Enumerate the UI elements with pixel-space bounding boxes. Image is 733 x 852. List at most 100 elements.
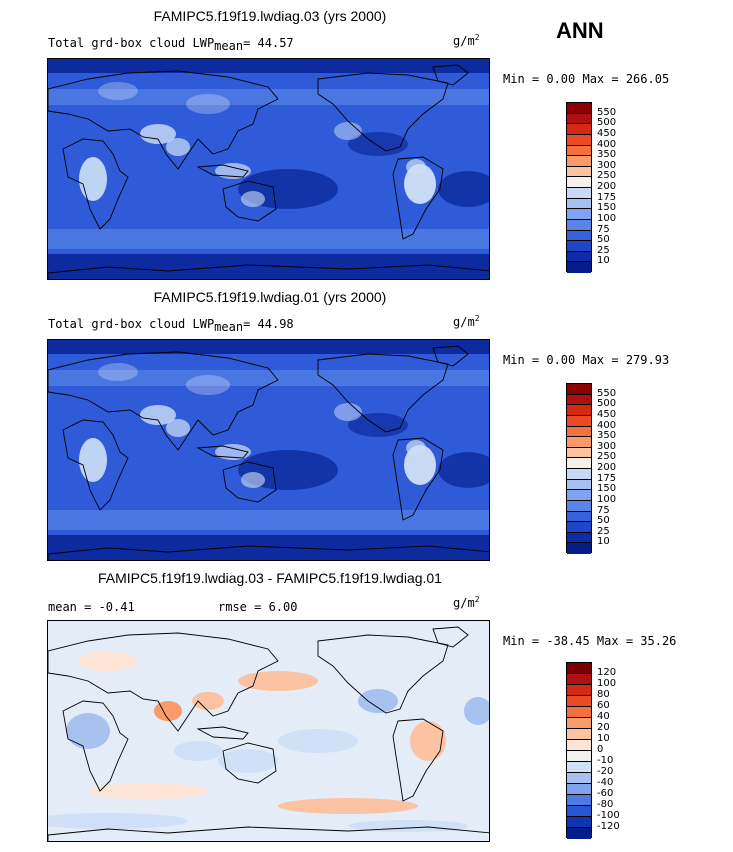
colorbar-tick-label: 400 bbox=[597, 419, 617, 431]
panel-3-rmse: rmse = 6.00 bbox=[218, 600, 298, 614]
colorbar-swatch bbox=[567, 543, 591, 554]
colorbar-swatch bbox=[567, 384, 591, 395]
colorbar-swatch bbox=[567, 251, 591, 263]
colorbar-tick-label: 100 bbox=[597, 678, 617, 689]
colorbar-swatch bbox=[567, 437, 591, 448]
colorbar-swatch bbox=[567, 447, 591, 459]
colorbar-swatch bbox=[567, 685, 591, 696]
colorbar-tick-label: -60 bbox=[597, 788, 614, 799]
panel-2-stat-sub: mean bbox=[214, 320, 244, 334]
colorbar-tick-label: 150 bbox=[597, 483, 617, 495]
panel-3-title: FAMIPC5.f19f19.lwdiag.03 - FAMIPC5.f19f1… bbox=[98, 570, 442, 586]
panel-3-colorbar bbox=[566, 662, 592, 839]
panel-1-title: FAMIPC5.f19f19.lwdiag.03 (yrs 2000) bbox=[153, 8, 387, 24]
panel-3-map bbox=[47, 620, 490, 842]
colorbar-swatch bbox=[567, 500, 591, 512]
panel-3-units: g/m2 bbox=[453, 595, 480, 610]
colorbar-tick-label: 350 bbox=[597, 430, 617, 442]
colorbar-tick-label: 0 bbox=[597, 744, 604, 755]
colorbar-swatch bbox=[567, 145, 591, 157]
colorbar-tick-label: 550 bbox=[597, 387, 617, 399]
colorbar-swatch bbox=[567, 405, 591, 416]
colorbar-tick-label: -80 bbox=[597, 799, 614, 810]
colorbar-tick-label: -120 bbox=[597, 821, 620, 832]
colorbar-tick-label: 250 bbox=[597, 451, 617, 463]
colorbar-tick-label: -10 bbox=[597, 755, 614, 766]
colorbar-swatch bbox=[567, 262, 591, 273]
panel-3-minmax: Min = -38.45 Max = 35.26 bbox=[503, 634, 677, 648]
colorbar-swatch bbox=[567, 511, 591, 523]
colorbar-swatch bbox=[567, 230, 591, 242]
colorbar-swatch bbox=[567, 817, 591, 828]
colorbar-tick-label: 100 bbox=[597, 212, 617, 224]
panel-1-variable-label: Total grd-box cloud LWPmean= 44.57 bbox=[48, 36, 294, 53]
panel-2-units: g/m2 bbox=[453, 314, 480, 329]
colorbar-swatch bbox=[567, 718, 591, 729]
colorbar-swatch bbox=[567, 241, 591, 252]
panel-3-mean: mean = -0.41 bbox=[48, 600, 135, 614]
colorbar-swatch bbox=[567, 458, 591, 469]
colorbar-tick-label: 10 bbox=[597, 255, 610, 267]
colorbar-swatch bbox=[567, 219, 591, 231]
colorbar-tick-label: 300 bbox=[597, 159, 617, 171]
colorbar-swatch bbox=[567, 113, 591, 125]
colorbar-swatch bbox=[567, 479, 591, 491]
colorbar-tick-label: 40 bbox=[597, 711, 610, 722]
panel-2-title: FAMIPC5.f19f19.lwdiag.01 (yrs 2000) bbox=[153, 289, 387, 305]
colorbar-swatch bbox=[567, 209, 591, 220]
panel-1-mean: = 44.57 bbox=[243, 36, 294, 50]
colorbar-tick-label: 10 bbox=[597, 536, 610, 548]
panel-1-minmax: Min = 0.00 Max = 266.05 bbox=[503, 72, 670, 86]
colorbar-tick-label: 120 bbox=[597, 667, 617, 678]
colorbar-tick-label: 500 bbox=[597, 117, 617, 129]
colorbar-tick-label: -100 bbox=[597, 810, 620, 821]
colorbar-tick-label: 25 bbox=[597, 525, 610, 537]
colorbar-tick-label: 300 bbox=[597, 440, 617, 452]
colorbar-swatch bbox=[567, 415, 591, 427]
colorbar-tick-label: 450 bbox=[597, 408, 617, 420]
colorbar-tick-label: 10 bbox=[597, 733, 610, 744]
colorbar-swatch bbox=[567, 490, 591, 501]
colorbar-swatch bbox=[567, 696, 591, 707]
colorbar-swatch bbox=[567, 156, 591, 167]
colorbar-tick-label: 60 bbox=[597, 700, 610, 711]
colorbar-swatch bbox=[567, 707, 591, 718]
colorbar-tick-label: 75 bbox=[597, 504, 610, 516]
colorbar-tick-label: 75 bbox=[597, 223, 610, 235]
colorbar-tick-label: 500 bbox=[597, 398, 617, 410]
colorbar-tick-label: 50 bbox=[597, 234, 610, 246]
colorbar-tick-label: 550 bbox=[597, 106, 617, 118]
colorbar-swatch bbox=[567, 103, 591, 114]
colorbar-tick-label: 20 bbox=[597, 722, 610, 733]
colorbar-tick-label: 100 bbox=[597, 493, 617, 505]
colorbar-tick-label: -20 bbox=[597, 766, 614, 777]
colorbar-swatch bbox=[567, 394, 591, 406]
colorbar-swatch bbox=[567, 773, 591, 784]
colorbar-swatch bbox=[567, 177, 591, 188]
colorbar-tick-label: 350 bbox=[597, 149, 617, 161]
colorbar-swatch bbox=[567, 795, 591, 806]
colorbar-swatch bbox=[567, 674, 591, 685]
panel-2-minmax: Min = 0.00 Max = 279.93 bbox=[503, 353, 670, 367]
colorbar-tick-label: 25 bbox=[597, 244, 610, 256]
colorbar-tick-label: 80 bbox=[597, 689, 610, 700]
panel-2-label: Total grd-box cloud LWP bbox=[48, 317, 215, 331]
panel-1-units: g/m2 bbox=[453, 33, 480, 48]
colorbar-swatch bbox=[567, 188, 591, 199]
panel-1-stat-sub: mean bbox=[214, 39, 244, 53]
colorbar-swatch bbox=[567, 729, 591, 740]
colorbar-tick-label: 450 bbox=[597, 127, 617, 139]
colorbar-swatch bbox=[567, 134, 591, 146]
colorbar-swatch bbox=[567, 198, 591, 210]
colorbar-swatch bbox=[567, 762, 591, 773]
colorbar-tick-label: 200 bbox=[597, 181, 617, 192]
colorbar-swatch bbox=[567, 522, 591, 533]
panel-2-mean: = 44.98 bbox=[243, 317, 294, 331]
panel-2-variable-label: Total grd-box cloud LWPmean= 44.98 bbox=[48, 317, 294, 334]
colorbar-swatch bbox=[567, 426, 591, 438]
colorbar-swatch bbox=[567, 784, 591, 795]
colorbar-swatch bbox=[567, 740, 591, 751]
colorbar-swatch bbox=[567, 469, 591, 480]
panel-1-label: Total grd-box cloud LWP bbox=[48, 36, 215, 50]
colorbar-tick-label: 50 bbox=[597, 515, 610, 527]
